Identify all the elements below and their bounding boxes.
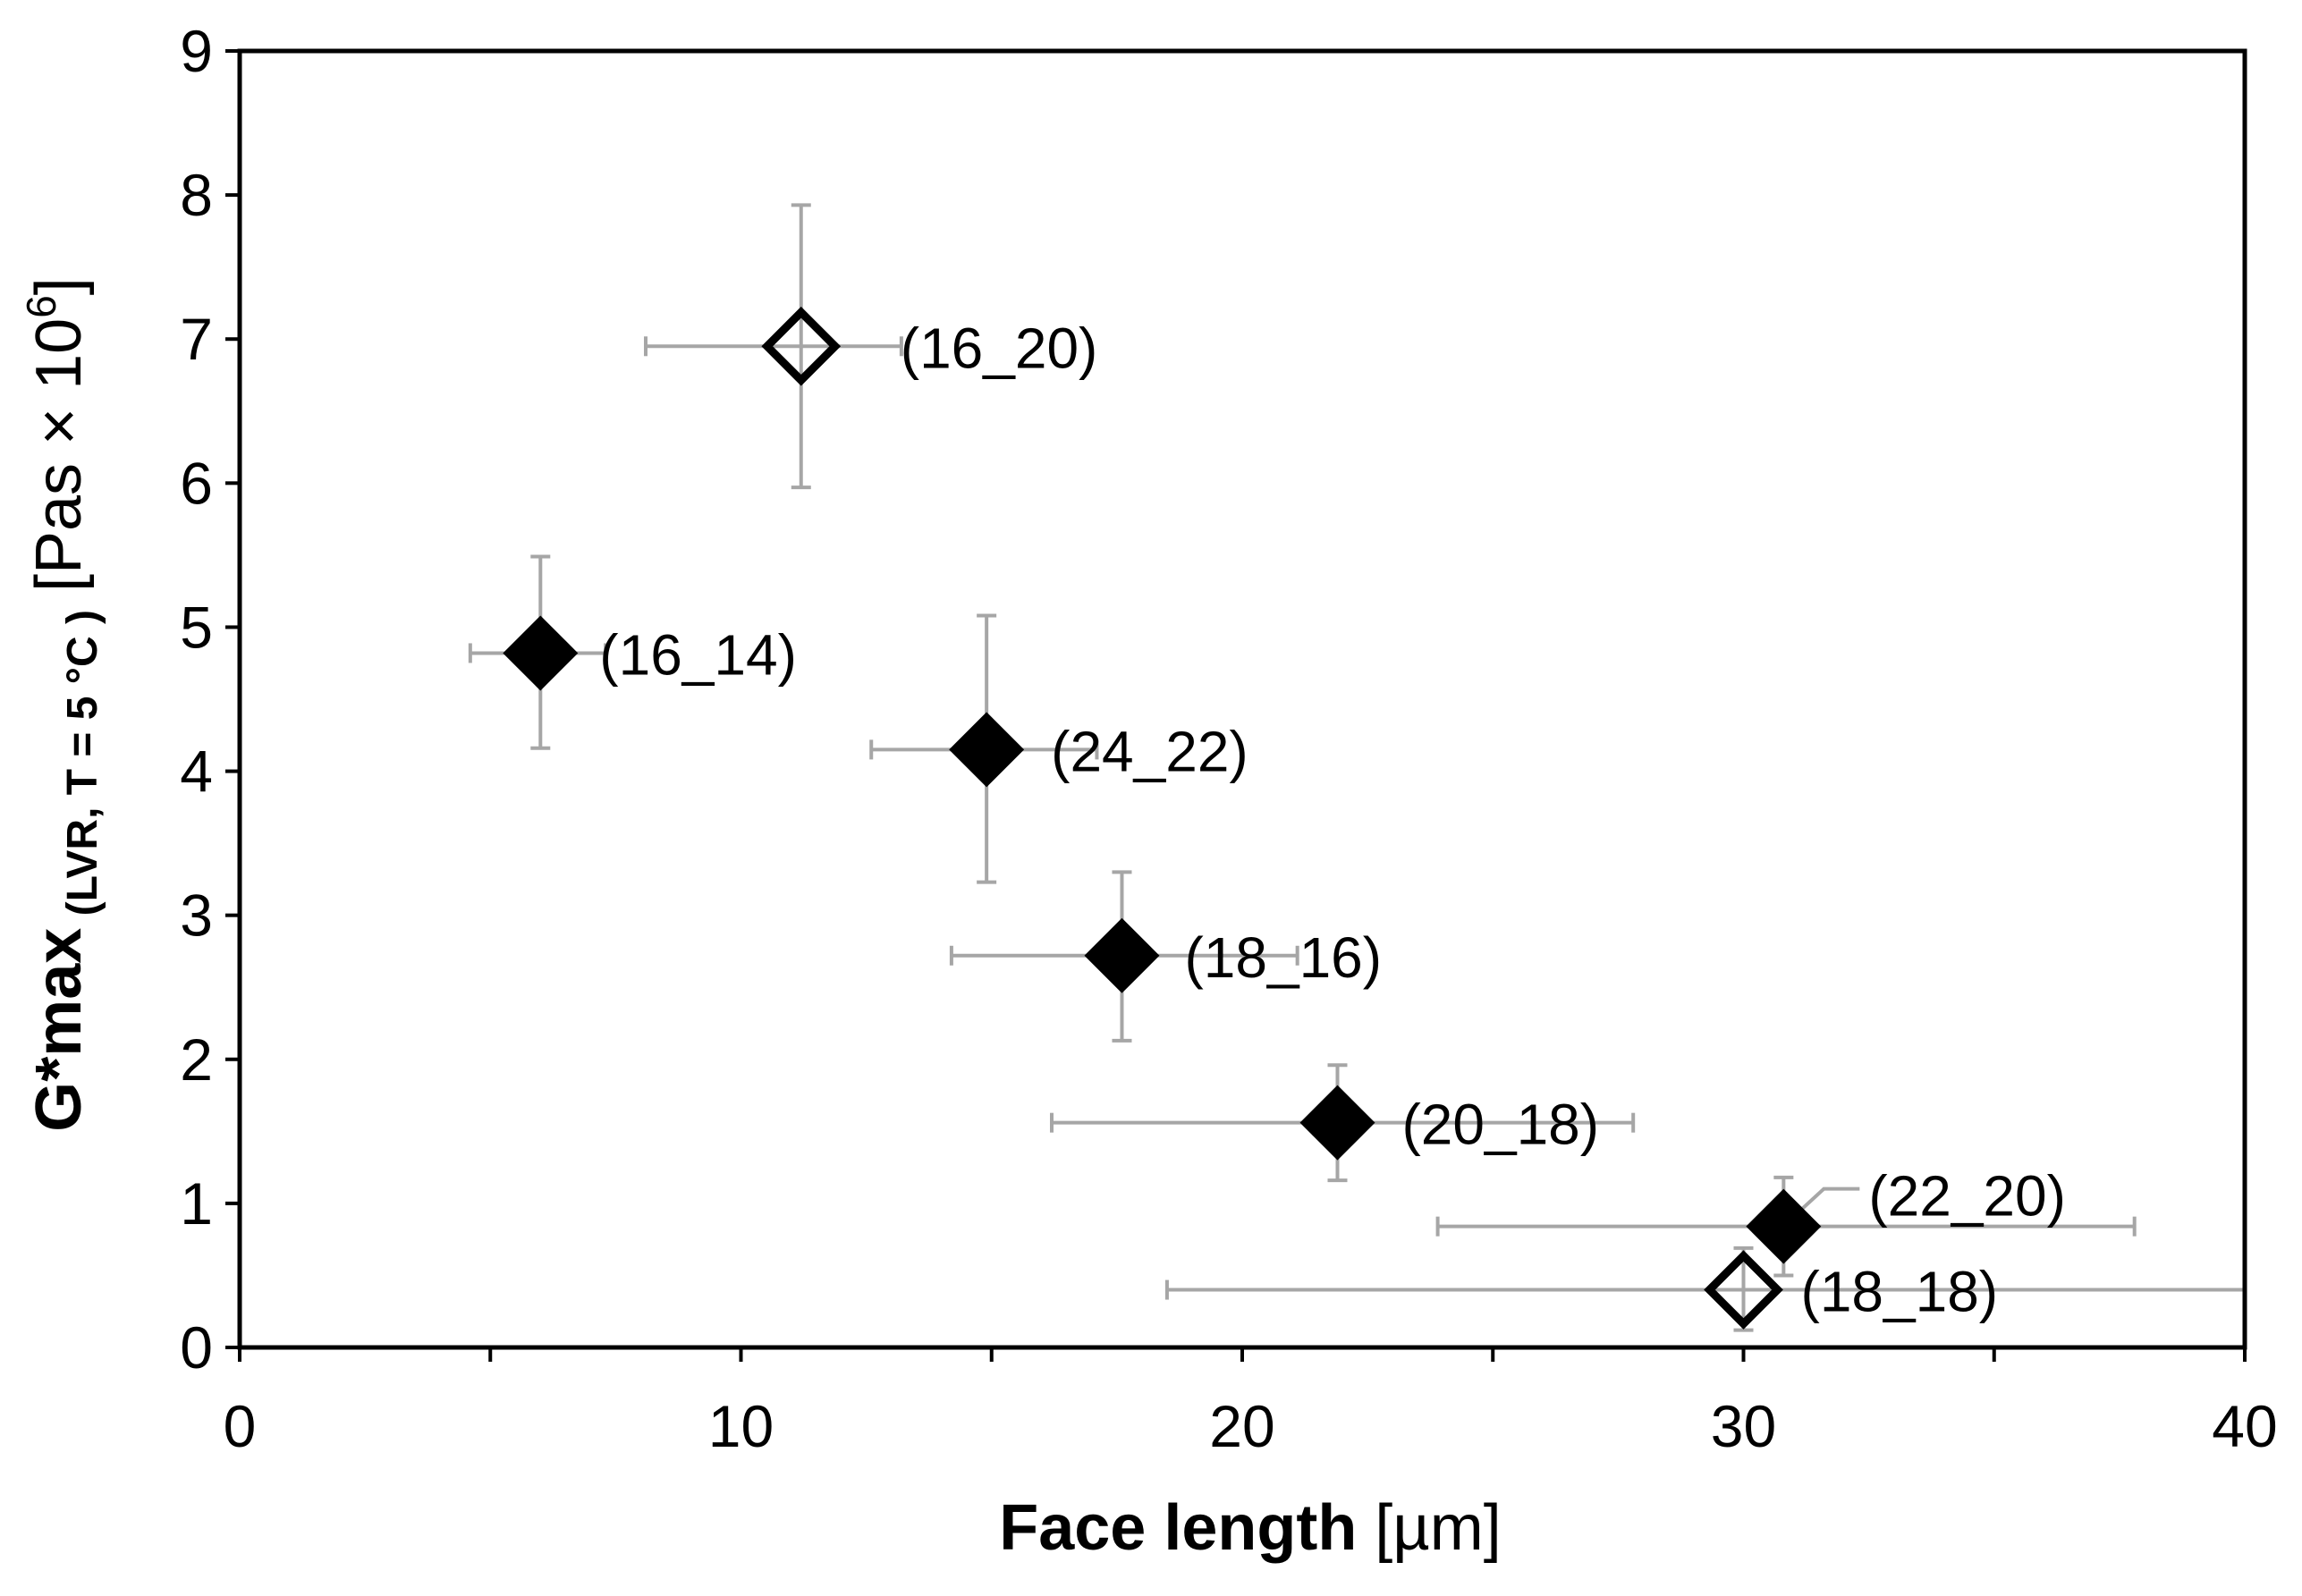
x-tick-label: 0 — [224, 1393, 257, 1459]
y-axis-title-close: ] — [23, 277, 95, 295]
y-tick-label: 2 — [180, 1026, 213, 1093]
y-tick-label: 7 — [180, 306, 213, 372]
x-tick-label: 20 — [1209, 1393, 1274, 1459]
data-point-label: (18_18) — [1801, 1260, 1999, 1324]
x-axis-title-unit: [µm] — [1357, 1492, 1501, 1564]
filled-diamond-marker — [1084, 917, 1160, 993]
y-tick-label: 3 — [180, 882, 213, 949]
y-axis-title-subscript: (LVR, T = 5 °C ) — [59, 610, 106, 928]
filled-diamond-marker — [949, 712, 1025, 788]
y-axis-title-exponent: 6 — [18, 295, 64, 318]
x-axis-title: Face length [µm] — [999, 1492, 1502, 1564]
data-point-label: (16_20) — [901, 316, 1098, 380]
x-axis-title-main: Face length — [999, 1492, 1357, 1564]
data-point-label: (18_16) — [1184, 925, 1382, 990]
y-axis-title-main: G*max — [23, 928, 95, 1132]
error-bars — [468, 203, 2247, 1332]
point-labels: (16_20) (16_14) (24_22) (18_16) (20_18) (22_2… — [599, 316, 2066, 1323]
y-tick-label: 8 — [180, 162, 213, 228]
open-diamond-marker — [1704, 1250, 1783, 1330]
axis-ticks: 0 1 2 3 4 5 6 7 8 9 0 10 20 30 40 — [180, 18, 2277, 1459]
open-diamond-marker — [761, 306, 842, 386]
y-axis-title-unit: [Pas × 10 — [23, 318, 95, 610]
data-point-label: (22_20) — [1868, 1164, 2066, 1229]
filled-diamond-marker — [1746, 1188, 1822, 1264]
x-tick-label: 40 — [2212, 1393, 2277, 1459]
x-tick-label: 30 — [1711, 1393, 1776, 1459]
data-point-label: (20_18) — [1401, 1093, 1599, 1157]
y-tick-label: 1 — [180, 1170, 213, 1237]
filled-diamond-marker — [1299, 1085, 1375, 1161]
data-point-label: (16_14) — [599, 622, 797, 687]
y-tick-label: 9 — [180, 18, 213, 84]
y-tick-label: 5 — [180, 594, 213, 660]
filled-diamond-marker — [503, 615, 579, 691]
data-point-label: (24_22) — [1051, 719, 1248, 783]
y-tick-label: 4 — [180, 739, 213, 805]
y-tick-label: 0 — [180, 1314, 213, 1381]
data-markers — [503, 306, 1822, 1330]
y-axis-title: G*max (LVR, T = 5 °C ) [Pas × 106] — [18, 277, 106, 1132]
y-tick-label: 6 — [180, 450, 213, 516]
x-tick-label: 10 — [708, 1393, 774, 1459]
